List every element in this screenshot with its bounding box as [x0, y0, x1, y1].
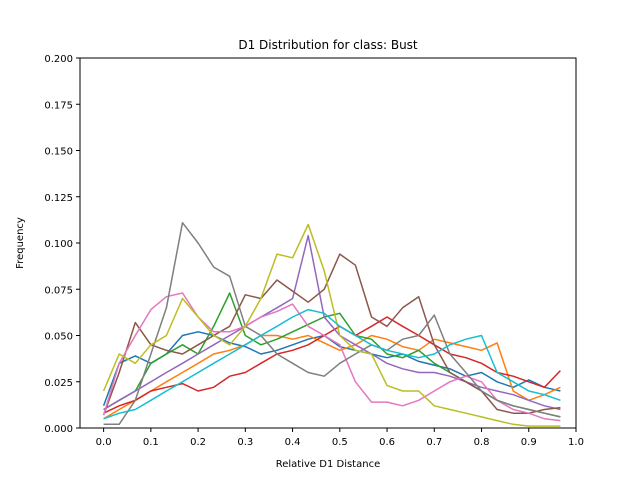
y-axis-label: Frequency [15, 217, 26, 269]
y-tick-label: 0.150 [44, 147, 73, 158]
x-tick-label: 0.0 [96, 437, 112, 448]
y-axis: 0.000 0.025 0.050 0.075 0.100 0.125 0.150 0.175… [44, 54, 80, 435]
x-axis: 0.0 0.1 0.2 0.3 0.4 0.5 0.6 0.7 0.8 0.9 1.0 [96, 428, 584, 448]
x-tick-label: 1.0 [568, 437, 584, 448]
x-tick-label: 0.5 [332, 437, 348, 448]
x-tick-label: 0.2 [190, 437, 206, 448]
y-tick-label: 0.050 [44, 332, 73, 343]
series-line-8 [103, 221, 561, 426]
plot-lines [102, 221, 561, 427]
series-line-4 [103, 316, 561, 414]
x-tick-label: 0.1 [143, 437, 159, 448]
y-tick-label: 0.100 [44, 239, 73, 250]
y-tick-label: 0.175 [44, 100, 73, 111]
series-line-5 [103, 234, 561, 411]
series-line-2 [103, 334, 561, 420]
x-tick-label: 0.6 [379, 437, 395, 448]
series-line-7 [102, 292, 561, 422]
x-tick-label: 0.7 [426, 437, 442, 448]
x-tick-label: 0.8 [474, 437, 490, 448]
x-axis-label: Relative D1 Distance [276, 459, 380, 470]
chart-title: D1 Distribution for class: Bust [238, 38, 418, 52]
y-tick-label: 0.125 [44, 193, 73, 204]
y-tick-label: 0.200 [44, 54, 73, 65]
x-tick-label: 0.9 [521, 437, 537, 448]
x-tick-label: 0.4 [285, 437, 301, 448]
series-line-6 [102, 253, 561, 416]
y-tick-label: 0.000 [44, 424, 73, 435]
series-line-10 [103, 308, 561, 420]
series-line-9 [102, 223, 561, 427]
x-tick-label: 0.3 [237, 437, 253, 448]
y-tick-label: 0.075 [44, 285, 73, 296]
series-line-1 [102, 331, 561, 407]
y-tick-label: 0.025 [44, 378, 73, 389]
